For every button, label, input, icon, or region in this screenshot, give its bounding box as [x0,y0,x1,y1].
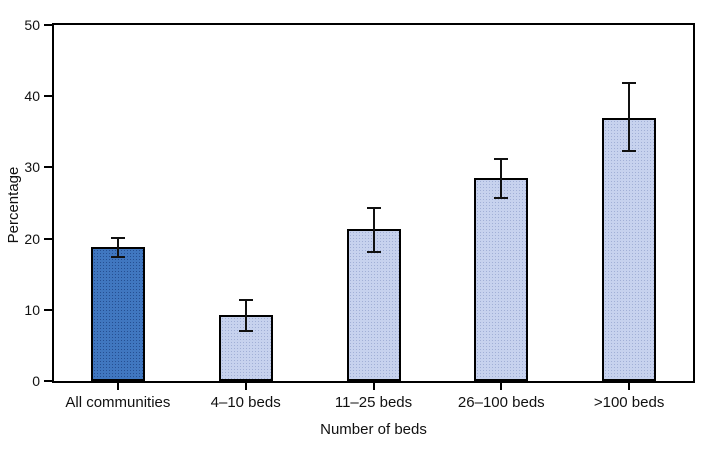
x-tick [500,383,503,390]
y-tick [44,380,52,382]
y-tick-label: 0 [32,373,40,389]
error-bar [116,238,119,257]
error-bar-cap [494,197,509,200]
x-category-label: All communities [65,394,171,411]
error-bar [372,208,375,251]
y-tick-label: 30 [24,159,40,176]
x-category-label: >100 beds [593,394,665,411]
error-bar-cap [238,329,253,332]
error-bar [628,84,631,150]
x-category-label: 11–25 beds [334,394,413,411]
x-category-label: 4–10 beds [210,394,281,411]
y-tick-label: 10 [24,301,40,318]
error-bar-cap [622,149,637,152]
bar-3 [346,229,401,381]
x-tick [116,383,119,390]
y-tick [44,24,52,26]
y-tick [44,308,52,311]
y-tick-label: 50 [24,17,40,33]
bar-5 [602,117,657,381]
x-category-label: 26–100 beds [457,394,545,411]
error-bar-cap [238,298,253,301]
x-axis-title: Number of beds [320,421,427,438]
error-bar-cap [366,206,381,209]
error-bar-cap [494,158,509,161]
bar-4 [474,178,529,381]
x-tick [372,383,375,390]
y-tick [44,95,52,98]
y-tick [44,166,52,169]
y-tick [44,237,52,240]
x-tick [244,383,247,390]
error-bar [500,160,503,198]
y-tick-label: 20 [24,230,40,247]
x-tick [628,383,631,390]
error-bar [244,300,247,330]
error-bar-cap [366,250,381,253]
error-bar-cap [110,236,125,239]
error-bar-cap [622,82,637,85]
bar-1 [90,247,145,381]
y-tick-label: 40 [24,88,40,105]
error-bar-cap [110,256,125,259]
